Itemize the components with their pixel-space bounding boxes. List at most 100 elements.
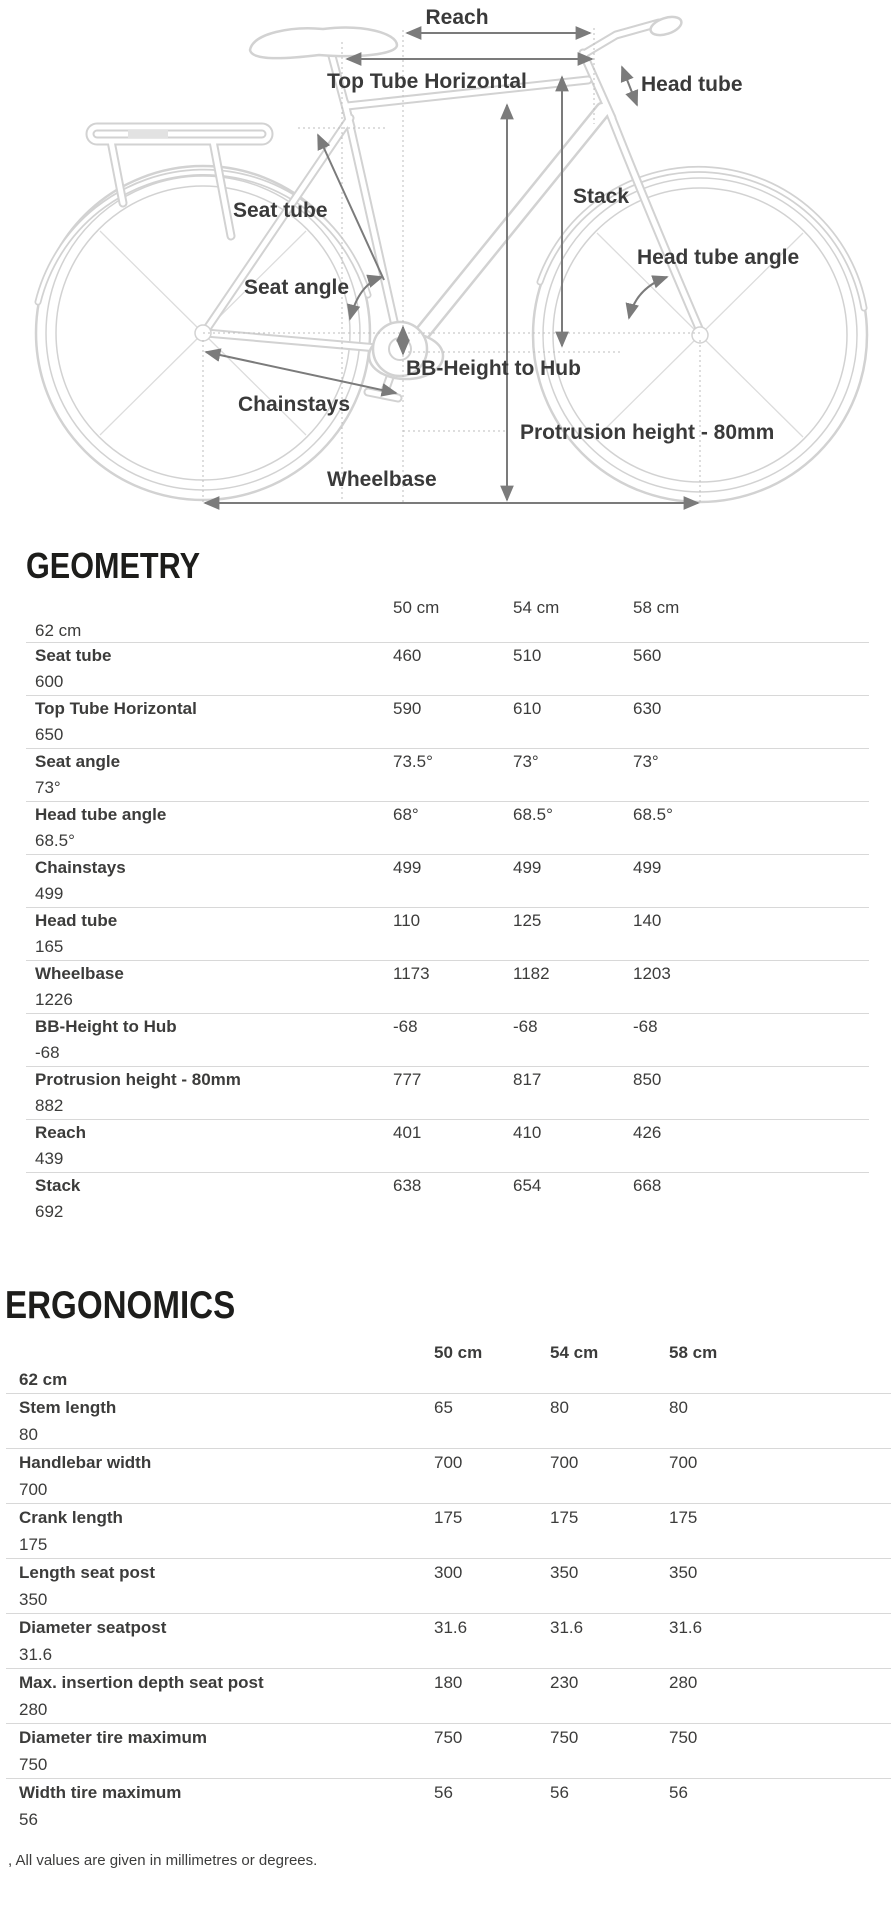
row-label: Reach bbox=[35, 1123, 87, 1142]
table-row: Stack 638 654 668 692 bbox=[26, 1173, 869, 1225]
table-row: Diameter tire maximum 750 750 750 750 bbox=[6, 1724, 891, 1779]
cell-value: -68 bbox=[633, 1017, 658, 1036]
row-label: Top Tube Horizontal bbox=[35, 699, 197, 718]
cell-value: 499 bbox=[35, 884, 64, 903]
cell-value: 650 bbox=[35, 725, 64, 744]
cell-value: 654 bbox=[513, 1176, 542, 1195]
row-label: Diameter tire maximum bbox=[19, 1727, 208, 1747]
cell-value: 56 bbox=[19, 1809, 38, 1829]
cell-value: 80 bbox=[550, 1397, 569, 1417]
geometry-section-title: GEOMETRY bbox=[26, 545, 200, 587]
cell-value: 180 bbox=[434, 1672, 463, 1692]
row-label: Chainstays bbox=[35, 858, 126, 877]
cell-value: 80 bbox=[19, 1424, 38, 1444]
dimension-arrows bbox=[203, 26, 700, 510]
cell-value: 882 bbox=[35, 1096, 64, 1115]
cell-value: 410 bbox=[513, 1123, 542, 1142]
chainstays-label: Chainstays bbox=[238, 393, 350, 416]
reach-label: Reach bbox=[425, 6, 488, 29]
column-header: 62 cm bbox=[19, 1369, 68, 1389]
geometry-table: 50 cm 54 cm 58 cm 62 cm Seat tube 460 510 560 60… bbox=[26, 596, 869, 1225]
cell-value: 175 bbox=[550, 1507, 579, 1527]
cell-value: 165 bbox=[35, 937, 64, 956]
cell-value: 700 bbox=[19, 1479, 48, 1499]
row-label: Length seat post bbox=[19, 1562, 156, 1582]
column-header: 58 cm bbox=[669, 1343, 718, 1363]
cell-value: 590 bbox=[393, 699, 422, 718]
seat-tube-label: Seat tube bbox=[233, 199, 328, 222]
cell-value: 499 bbox=[513, 858, 542, 877]
cell-value: 230 bbox=[550, 1672, 579, 1692]
table-row: Head tube angle 68° 68.5° 68.5° 68.5° bbox=[26, 802, 869, 855]
column-header: 50 cm bbox=[393, 597, 440, 617]
cell-value: 80 bbox=[669, 1397, 688, 1417]
cell-value: 401 bbox=[393, 1123, 422, 1142]
cell-value: 560 bbox=[633, 646, 662, 665]
row-label: Handlebar width bbox=[19, 1452, 152, 1472]
row-label: Stack bbox=[35, 1176, 81, 1195]
row-label: Crank length bbox=[19, 1507, 123, 1527]
row-label: BB-Height to Hub bbox=[35, 1017, 177, 1036]
cell-value: 56 bbox=[669, 1782, 688, 1802]
cell-value: 692 bbox=[35, 1202, 64, 1221]
fenders bbox=[34, 165, 868, 312]
wheelbase-label: Wheelbase bbox=[327, 468, 437, 491]
cell-value: 439 bbox=[35, 1149, 64, 1168]
cell-value: 56 bbox=[550, 1782, 569, 1802]
cell-value: 73° bbox=[633, 752, 659, 771]
cell-value: 499 bbox=[393, 858, 422, 877]
cell-value: 426 bbox=[633, 1123, 662, 1142]
cell-value: 73° bbox=[513, 752, 539, 771]
table-row: BB-Height to Hub -68 -68 -68 -68 bbox=[26, 1014, 869, 1067]
cell-value: -68 bbox=[35, 1043, 60, 1062]
cell-value: 175 bbox=[19, 1534, 48, 1554]
table-row: Top Tube Horizontal 590 610 630 650 bbox=[26, 696, 869, 749]
top-tube-horizontal-label: Top Tube Horizontal bbox=[327, 70, 527, 93]
cell-value: 31.6 bbox=[669, 1617, 703, 1637]
cell-value: 175 bbox=[669, 1507, 698, 1527]
head-tube-angle-arc bbox=[625, 275, 669, 320]
cell-value: 68.5° bbox=[513, 805, 553, 824]
column-header: 58 cm bbox=[633, 597, 680, 617]
table-row: Wheelbase 1173 1182 1203 1226 bbox=[26, 961, 869, 1014]
row-label: Protrusion height - 80mm bbox=[35, 1070, 241, 1089]
table-row: Seat tube 460 510 560 600 bbox=[26, 643, 869, 696]
row-label: Seat tube bbox=[35, 646, 112, 665]
table-row: Crank length 175 175 175 175 bbox=[6, 1504, 891, 1559]
seat-tube-arrow bbox=[317, 133, 385, 281]
cell-value: 1173 bbox=[393, 964, 430, 983]
row-label: Max. insertion depth seat post bbox=[19, 1672, 264, 1692]
column-header: 62 cm bbox=[35, 620, 82, 640]
cell-value: -68 bbox=[513, 1017, 538, 1036]
cell-value: 300 bbox=[434, 1562, 463, 1582]
units-footnote: , All values are given in millimetres or… bbox=[8, 1852, 318, 1869]
ergonomics-table: 50 cm 54 cm 58 cm 62 cm Stem length 65 80 80 80 H… bbox=[6, 1340, 891, 1833]
cell-value: 1226 bbox=[35, 990, 73, 1009]
cell-value: 700 bbox=[550, 1452, 579, 1472]
handlebar-grip bbox=[649, 15, 683, 37]
cell-value: 175 bbox=[434, 1507, 463, 1527]
cell-value: 499 bbox=[633, 858, 662, 877]
ergonomics-section-title: ERGONOMICS bbox=[5, 1284, 236, 1328]
saddle bbox=[248, 26, 399, 60]
cell-value: 31.6 bbox=[19, 1644, 53, 1664]
row-label: Head tube angle bbox=[35, 805, 167, 824]
table-row: Head tube 110 125 140 165 bbox=[26, 908, 869, 961]
row-label: Width tire maximum bbox=[19, 1782, 182, 1802]
cell-value: 750 bbox=[19, 1754, 48, 1774]
table-row: Width tire maximum 56 56 56 56 bbox=[6, 1779, 891, 1833]
cell-value: 68.5° bbox=[633, 805, 673, 824]
cell-value: 31.6 bbox=[434, 1617, 468, 1637]
table-row: Handlebar width 700 700 700 700 bbox=[6, 1449, 891, 1504]
seat-angle-arc bbox=[346, 274, 384, 321]
cell-value: 56 bbox=[434, 1782, 453, 1802]
seat-angle-label: Seat angle bbox=[244, 276, 349, 299]
head-tube-arrow bbox=[620, 65, 639, 107]
cell-value: 280 bbox=[19, 1699, 48, 1719]
row-label: Wheelbase bbox=[35, 964, 124, 983]
row-label: Seat angle bbox=[35, 752, 121, 771]
chainstays-arrow bbox=[204, 348, 398, 397]
cell-value: 638 bbox=[393, 1176, 422, 1195]
cell-value: 750 bbox=[434, 1727, 463, 1747]
